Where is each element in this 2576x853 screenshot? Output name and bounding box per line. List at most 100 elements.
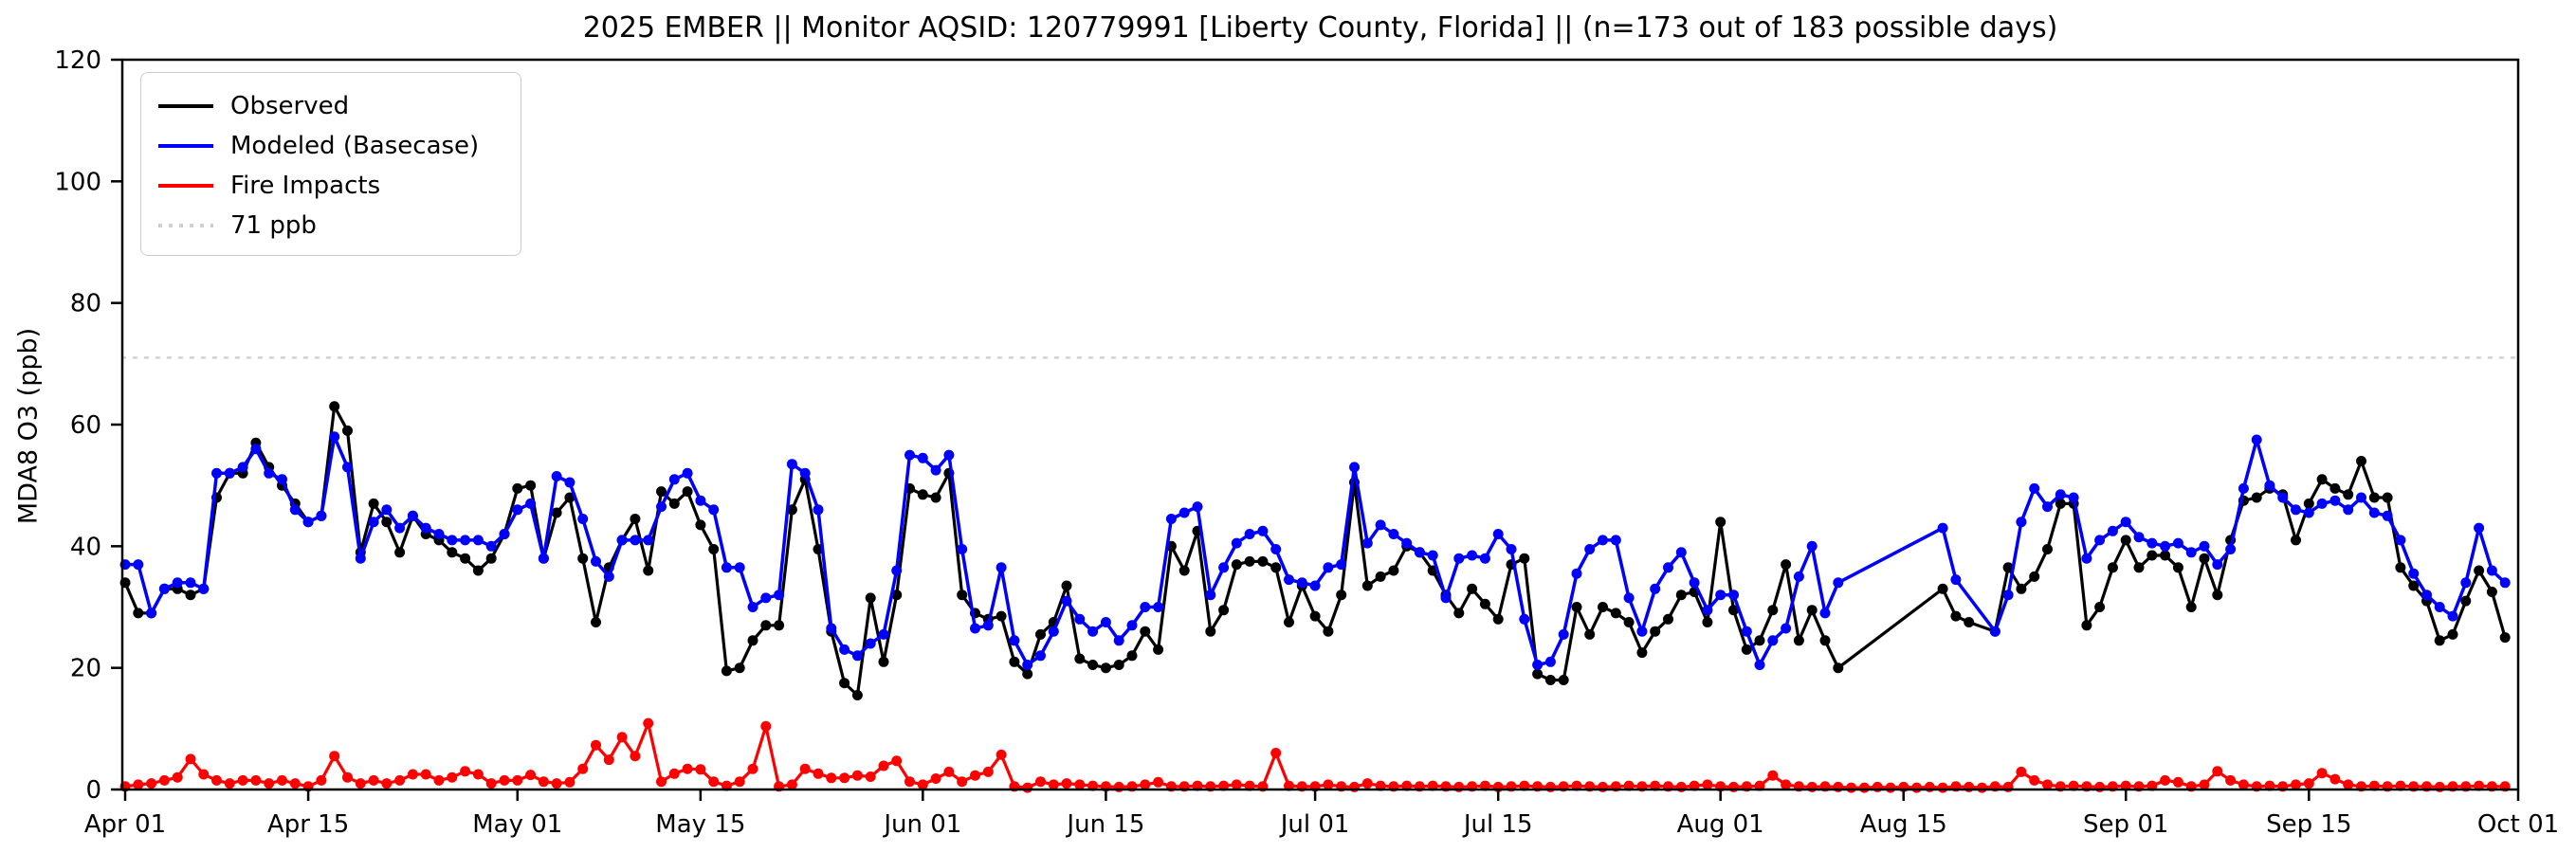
modeled-series-marker — [2172, 537, 2183, 549]
modeled-series-marker — [1453, 553, 1465, 564]
modeled-series-marker — [1623, 592, 1635, 604]
fire-impacts-series-marker — [1270, 748, 1282, 758]
y-tick-label: 20 — [70, 655, 101, 683]
fire-impacts-series-marker — [551, 778, 562, 789]
fire-impacts-series-marker — [381, 778, 393, 789]
observed-series-marker — [2016, 583, 2027, 594]
modeled-series-marker — [591, 555, 601, 567]
modeled-series-marker — [1663, 562, 1673, 573]
observed-series-marker — [1598, 602, 1608, 612]
observed-series-marker — [2368, 492, 2380, 503]
modeled-series-marker — [1728, 590, 1739, 601]
legend-label-modeled: Modeled (Basecase) — [230, 132, 480, 160]
modeled-series-marker — [1636, 626, 1648, 637]
modeled-series-marker — [1833, 577, 1844, 589]
fire-impacts-series-marker — [656, 776, 667, 788]
fire-impacts-series-marker — [2160, 774, 2171, 786]
observed-series-marker — [1519, 553, 1530, 564]
observed-series-marker — [1558, 675, 1569, 685]
modeled-series-marker — [1492, 529, 1504, 539]
observed-series-marker — [1178, 565, 1190, 576]
fire-impacts-series-marker — [355, 778, 366, 789]
modeled-series-marker — [603, 571, 614, 582]
modeled-series-marker — [1741, 626, 1752, 637]
observed-series-marker — [2029, 571, 2040, 582]
modeled-series-marker — [1440, 592, 1452, 604]
fire-impacts-series-marker — [485, 778, 497, 789]
fire-impacts-series-marker — [826, 772, 837, 784]
modeled-series-marker — [1650, 583, 1661, 594]
fire-impacts-series-marker — [1140, 779, 1151, 790]
observed-series-marker — [2055, 498, 2066, 509]
fire-impacts-series-marker — [878, 760, 889, 771]
modeled-series-marker — [1610, 535, 1621, 546]
fire-impacts-series-marker — [2343, 779, 2354, 790]
legend-item-threshold: 71 ppb — [141, 206, 521, 245]
modeled-series-marker — [512, 504, 523, 516]
observed-series-marker — [1323, 626, 1334, 637]
observed-series-marker — [2002, 562, 2014, 573]
observed-series-marker — [1950, 610, 1962, 622]
modeled-series-marker — [1375, 519, 1386, 531]
fire-impacts-series-marker — [394, 774, 406, 786]
modeled-series-marker — [1035, 650, 1046, 662]
modeled-series-marker — [1231, 537, 1242, 549]
modeled-series-marker — [851, 650, 863, 662]
modeled-series-marker — [485, 540, 497, 552]
observed-series-marker — [1492, 613, 1504, 625]
modeled-series-marker — [381, 504, 393, 516]
legend-label-threshold: 71 ppb — [230, 211, 317, 240]
modeled-series-marker — [146, 608, 157, 619]
observed-series-marker — [2251, 492, 2262, 503]
observed-series-marker — [957, 590, 968, 601]
observed-series-marker — [1728, 605, 1739, 616]
observed-series-marker — [786, 504, 797, 516]
modeled-series-marker — [2368, 507, 2380, 518]
modeled-series-marker — [2356, 492, 2366, 503]
observed-series-marker — [2395, 562, 2406, 573]
observed-series-marker — [1361, 580, 1373, 591]
modeled-series-marker — [237, 462, 248, 473]
modeled-series-marker — [224, 467, 235, 479]
observed-series-marker — [695, 519, 706, 531]
modeled-series-marker — [1323, 562, 1334, 573]
modeled-series-marker — [2382, 510, 2393, 521]
modeled-series-marker — [2002, 590, 2014, 601]
fire-impacts-series-marker — [943, 766, 955, 777]
modeled-series-marker — [2212, 559, 2223, 571]
observed-series-marker — [2172, 562, 2183, 573]
fire-impacts-series-marker — [1846, 782, 1857, 793]
fire-impacts-series-marker — [682, 763, 693, 774]
modeled-series-marker — [172, 577, 183, 589]
modeled-series-marker — [1165, 514, 1177, 524]
fire-impacts-series-marker — [1977, 782, 1987, 793]
observed-series-marker — [512, 482, 523, 494]
modeled-series-marker — [1519, 613, 1530, 625]
fire-impacts-series-marker — [2291, 779, 2301, 790]
chart-title: 2025 EMBER || Monitor AQSID: 120779991 [… — [582, 11, 2058, 45]
y-tick-label: 100 — [54, 168, 101, 196]
observed-series-marker — [1270, 562, 1282, 573]
modeled-series-marker — [185, 577, 196, 589]
fire-impacts-series-marker — [1858, 782, 1870, 793]
fire-impacts-series-marker — [865, 771, 876, 782]
observed-series-marker — [1336, 590, 1347, 601]
fire-impacts-series-marker — [603, 754, 614, 766]
modeled-series-marker — [1192, 501, 1203, 513]
observed-series-marker — [2291, 535, 2301, 546]
observed-series-marker — [1284, 617, 1294, 627]
fire-impacts-series-marker — [734, 776, 745, 788]
modeled-series-marker — [996, 562, 1007, 573]
modeled-series-marker — [1702, 605, 1713, 616]
modeled-series-marker — [2238, 482, 2249, 494]
fire-impacts-series-marker — [2316, 768, 2328, 779]
observed-series-marker — [1663, 613, 1673, 625]
observed-series-marker — [485, 553, 497, 564]
observed-series-marker — [1467, 583, 1478, 594]
modeled-series-marker — [1009, 635, 1020, 646]
observed-series-marker — [577, 553, 589, 564]
observed-series-marker — [1022, 668, 1033, 680]
x-tick-label: Aug 15 — [1860, 810, 1947, 839]
modeled-series-marker — [1178, 507, 1190, 518]
fire-impacts-series-marker — [499, 774, 510, 786]
